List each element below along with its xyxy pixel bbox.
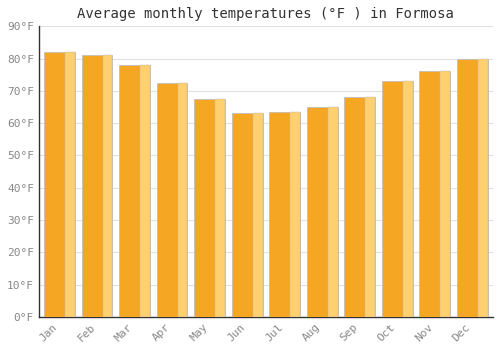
Bar [140,65,150,317]
Bar [366,97,375,317]
Bar [119,65,150,317]
Bar [82,55,112,317]
Bar [403,81,412,317]
Bar [102,55,113,317]
Bar [65,52,75,317]
Bar [252,113,262,317]
Bar [178,83,188,317]
Bar [457,58,488,317]
Bar [440,71,450,317]
Bar [307,107,338,317]
Title: Average monthly temperatures (°F ) in Formosa: Average monthly temperatures (°F ) in Fo… [78,7,454,21]
Bar [44,52,75,317]
Bar [478,58,488,317]
Bar [290,112,300,317]
Bar [215,99,225,317]
Bar [270,112,300,317]
Bar [194,99,225,317]
Bar [232,113,262,317]
Bar [344,97,375,317]
Bar [420,71,450,317]
Bar [328,107,338,317]
Bar [156,83,188,317]
Bar [382,81,412,317]
